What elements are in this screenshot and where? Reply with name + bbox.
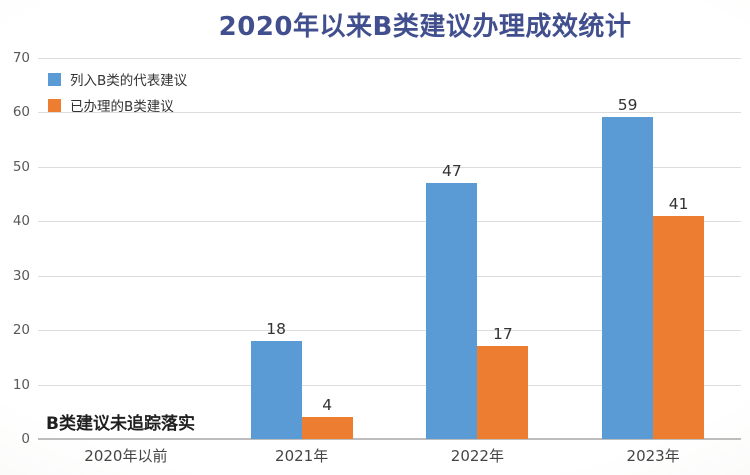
gridline-30 (38, 275, 741, 277)
bar-series2-2023年 (653, 215, 705, 439)
legend-item-series-2: 已办理的B类建议 (48, 92, 187, 118)
x-axis-label-2023年: 2023年 (626, 447, 680, 465)
chart-title: 2020年以来B类建议办理成效统计 (0, 6, 750, 43)
gridline-70 (38, 57, 741, 59)
y-tick-label-70: 70 (12, 49, 30, 66)
x-axis-line (38, 438, 741, 440)
value-label-2021年-18: 18 (266, 319, 286, 338)
legend-swatch-orange (48, 98, 61, 112)
bar-series2-2022年 (477, 346, 529, 439)
y-tick-label-20: 20 (12, 322, 30, 338)
y-tick-label-0: 0 (21, 431, 30, 447)
value-label-2023年-59: 59 (617, 96, 638, 115)
y-tick-label-50: 50 (12, 158, 30, 175)
annotation-untracked-note: B类建议未追踪落实 (46, 414, 195, 434)
y-tick-label-60: 60 (12, 104, 30, 120)
value-label-2022年-47: 47 (442, 161, 462, 180)
value-label-2023年-41: 41 (668, 194, 689, 213)
bar-series1-2023年 (602, 117, 654, 439)
x-axis-label-2020年以前: 2020年以前 (84, 447, 168, 465)
bar-series1-2021年 (250, 340, 302, 439)
chart-title-text: 2020年以来B类建议办理成效统计 (218, 12, 632, 42)
gridline-50 (38, 166, 741, 168)
legend-item-series-1: 列入B类的代表建议 (48, 66, 187, 92)
legend-swatch-blue (48, 72, 61, 86)
bar-series2-2021年 (301, 417, 353, 439)
x-axis-label-2021年: 2021年 (275, 447, 329, 465)
gridline-60 (38, 112, 741, 113)
y-tick-label-30: 30 (12, 267, 30, 284)
legend-label: 列入B类的代表建议 (70, 73, 188, 89)
legend-label: 已办理的B类建议 (70, 99, 174, 115)
value-label-2022年-17: 17 (493, 325, 513, 344)
bar-series1-2022年 (426, 182, 478, 439)
gridline-40 (38, 221, 741, 222)
x-axis-label-2022年: 2022年 (450, 447, 504, 465)
gridline-10 (38, 384, 741, 386)
value-label-2021年-4: 4 (322, 396, 333, 415)
legend: 列入B类的代表建议 已办理的B类建议 (48, 66, 187, 118)
y-tick-label-10: 10 (12, 376, 30, 393)
gridline-20 (38, 330, 741, 331)
y-tick-label-40: 40 (12, 213, 30, 229)
